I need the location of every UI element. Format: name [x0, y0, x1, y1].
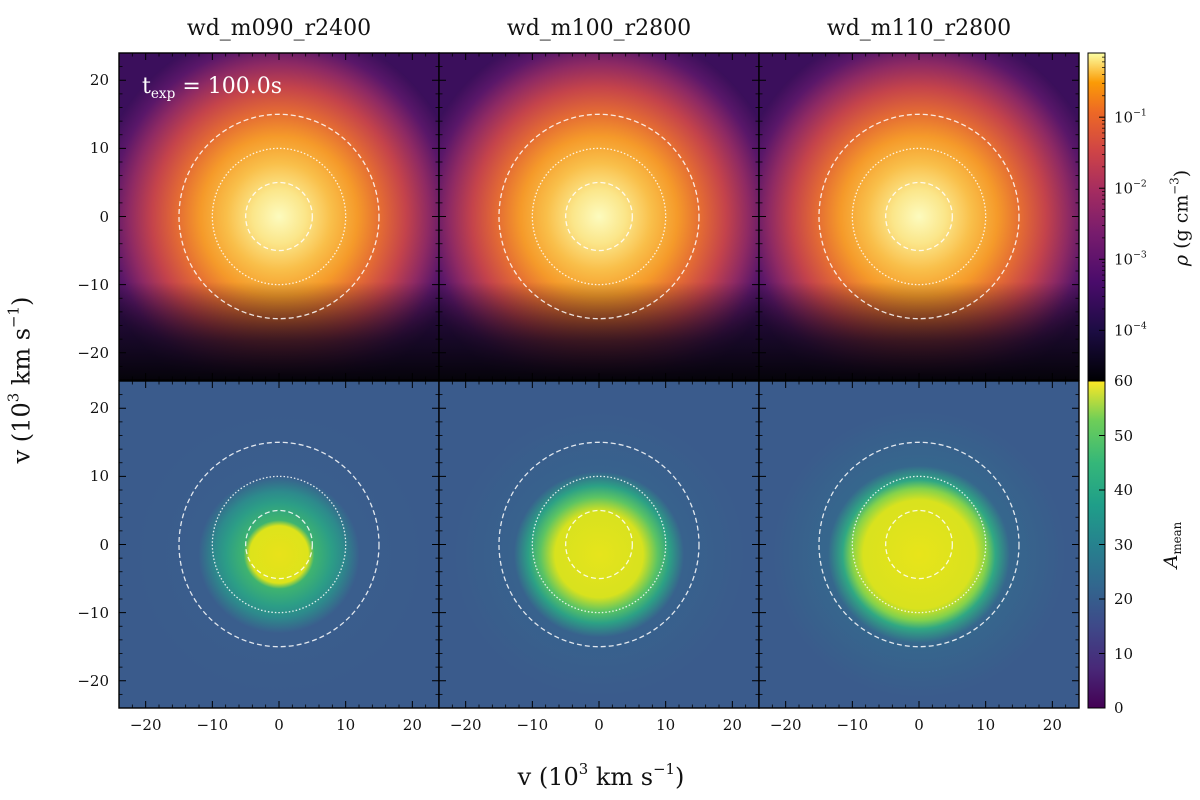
density-colorbar-tick-label: 10−1	[1114, 107, 1147, 127]
panel-amean-2	[438, 380, 760, 709]
amean-field	[132, 411, 426, 698]
amean-colorbar-tick-label: 30	[1114, 535, 1134, 554]
y-tick-label: −20	[77, 671, 109, 690]
amean-colorbar-tick-label: 10	[1114, 644, 1134, 663]
amean-colorbar-tick-label: 50	[1114, 426, 1134, 445]
x-tick-label: 20	[402, 716, 422, 734]
x-tick-label: −10	[516, 716, 549, 734]
density-colorbar	[1087, 52, 1106, 381]
panel-title-2: wd_m100_r2800	[506, 16, 692, 41]
panel-density-3	[758, 52, 1080, 381]
reference-circle-15	[818, 113, 1020, 320]
x-tick-label: 0	[914, 716, 924, 734]
reference-circle-10	[851, 147, 987, 286]
y-tick-label: 0	[99, 535, 109, 554]
reference-circle-5	[245, 509, 313, 580]
density-shadow	[439, 53, 759, 380]
amean-colorbar-tick-label: 0	[1114, 699, 1124, 717]
y-tick-label: 0	[99, 207, 109, 226]
x-tick-label: −20	[129, 716, 162, 734]
y-tick-label: 10	[89, 467, 109, 486]
x-tick-label: −10	[836, 716, 869, 734]
x-tick-label: 10	[656, 716, 676, 734]
panel-amean-1	[118, 380, 440, 709]
reference-circle-5	[245, 181, 313, 252]
amean-field	[772, 411, 1066, 698]
y-tick-label: 20	[89, 71, 109, 90]
reference-circle-10	[851, 475, 987, 614]
x-tick-label: 10	[976, 716, 996, 734]
x-tick-label: 0	[594, 716, 604, 734]
amean-colorbar-tick-label: 20	[1114, 590, 1134, 608]
density-colorbar-tick-label: 10−2	[1114, 178, 1147, 198]
x-tick-label: −20	[769, 716, 802, 734]
panel-title-3: wd_m110_r2800	[826, 16, 1012, 41]
amean-field	[452, 411, 746, 698]
reference-circle-15	[178, 113, 380, 320]
reference-circle-5	[885, 509, 953, 580]
y-tick-label: 10	[89, 139, 109, 158]
x-axis-label: v (103 km s−1)	[517, 760, 685, 792]
amean-colorbar-tick-label: 40	[1114, 481, 1134, 499]
density-colorbar-label: ρ (g cm−3)	[1167, 169, 1193, 267]
panel-amean-3	[758, 380, 1080, 709]
reference-circle-10	[531, 475, 667, 614]
reference-circle-5	[885, 181, 953, 252]
time-annotation: texp = 100.0s	[142, 74, 283, 102]
x-tick-label: −10	[196, 716, 229, 734]
x-tick-label: 10	[336, 716, 356, 734]
y-tick-label: −10	[77, 275, 109, 294]
x-tick-label: 20	[722, 716, 742, 734]
reference-circle-15	[498, 113, 700, 320]
density-shadow	[759, 53, 1079, 380]
panel-title-1: wd_m090_r2400	[186, 16, 372, 41]
y-tick-label: −20	[77, 343, 109, 362]
reference-circle-10	[211, 475, 347, 614]
amean-colorbar-tick-label: 60	[1114, 372, 1134, 390]
reference-circle-15	[498, 441, 700, 648]
y-tick-label: 20	[89, 399, 109, 418]
reference-circle-10	[531, 147, 667, 286]
amean-colorbar	[1087, 380, 1106, 709]
panels-layer	[118, 52, 1080, 709]
panel-density-2	[438, 52, 760, 381]
density-colorbar-tick-label: 10−4	[1114, 320, 1147, 340]
panel-density-1	[118, 52, 440, 381]
y-axis-label: v (103 km s−1)	[4, 296, 36, 464]
reference-circle-15	[178, 441, 380, 648]
x-tick-label: 20	[1042, 716, 1062, 734]
reference-circle-5	[565, 509, 633, 580]
x-tick-label: −20	[449, 716, 482, 734]
colorbars-layer	[1087, 52, 1106, 709]
reference-circle-10	[211, 147, 347, 286]
density-colorbar-tick-label: 10−3	[1114, 249, 1147, 269]
density-shadow	[119, 53, 439, 380]
amean-colorbar-label: Amean	[1159, 521, 1185, 569]
x-tick-label: 0	[274, 716, 284, 734]
y-tick-label: −10	[77, 603, 109, 622]
reference-circle-15	[818, 441, 1020, 648]
reference-circle-5	[565, 181, 633, 252]
